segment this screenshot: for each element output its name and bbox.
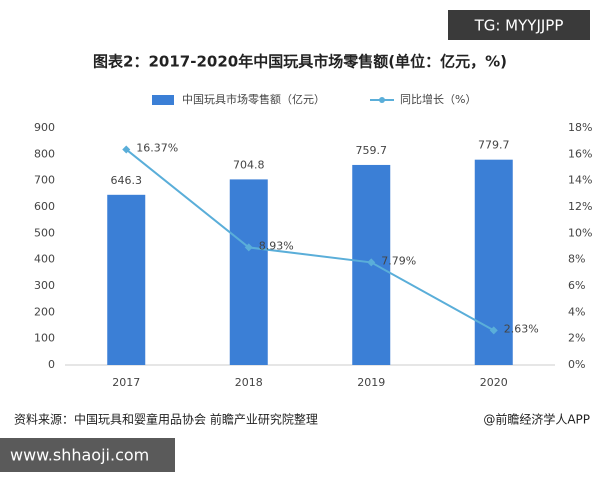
y-tick-label: 200 bbox=[34, 305, 55, 318]
y-tick-label: 700 bbox=[34, 174, 55, 187]
line-marker bbox=[367, 258, 376, 267]
y2-tick-label: 2% bbox=[568, 332, 585, 345]
y-tick-label: 300 bbox=[34, 279, 55, 292]
source: 资料来源：中国玩具和婴童用品协会 前瞻产业研究院整理 bbox=[14, 412, 318, 427]
x-tick-label: 2020 bbox=[480, 376, 508, 389]
y-tick-label: 900 bbox=[34, 121, 55, 134]
x-tick-label: 2017 bbox=[112, 376, 140, 389]
legend-label: 中国玩具市场零售额（亿元） bbox=[182, 92, 325, 106]
bar-value-label: 646.3 bbox=[111, 174, 143, 187]
y-tick-label: 0 bbox=[48, 358, 55, 371]
url-text: www.shhaoji.com bbox=[10, 446, 149, 465]
y2-tick-label: 4% bbox=[568, 305, 585, 318]
tag-box bbox=[448, 10, 590, 40]
bar bbox=[229, 179, 268, 365]
url-box bbox=[0, 438, 175, 472]
x-tick-label: 2018 bbox=[235, 376, 263, 389]
y-tick-label: 800 bbox=[34, 147, 55, 160]
line bbox=[125, 148, 495, 332]
line-value-label: 7.79% bbox=[381, 254, 416, 267]
y2-tick-label: 12% bbox=[568, 200, 592, 213]
line-marker bbox=[244, 243, 253, 252]
line-value-label: 16.37% bbox=[136, 141, 178, 154]
bar-value-label: 779.7 bbox=[478, 139, 510, 152]
line-marker bbox=[489, 326, 498, 335]
y2-tick-label: 14% bbox=[568, 174, 592, 187]
y2-tick-label: 6% bbox=[568, 279, 585, 292]
y-tick-label: 400 bbox=[34, 253, 55, 266]
tag-text: TG: MYYJJPP bbox=[474, 17, 564, 35]
legend-swatch bbox=[152, 95, 174, 105]
y2-tick-label: 8% bbox=[568, 253, 585, 266]
y2-tick-label: 10% bbox=[568, 226, 592, 239]
bar bbox=[107, 194, 146, 365]
line-marker bbox=[122, 145, 131, 154]
bar-value-label: 759.7 bbox=[356, 144, 388, 157]
legend-label: 同比增长（%） bbox=[400, 92, 476, 106]
line-value-label: 8.93% bbox=[259, 239, 294, 252]
x-tick-label: 2019 bbox=[357, 376, 385, 389]
y-tick-label: 600 bbox=[34, 200, 55, 213]
line-value-label: 2.63% bbox=[504, 322, 539, 335]
credit: @前瞻经济学人APP bbox=[483, 412, 590, 427]
bar-value-label: 704.8 bbox=[233, 158, 265, 171]
y-tick-label: 500 bbox=[34, 226, 55, 239]
y-tick-label: 100 bbox=[34, 332, 55, 345]
y2-tick-label: 16% bbox=[568, 147, 592, 160]
legend-swatch bbox=[379, 97, 385, 103]
y2-tick-label: 0% bbox=[568, 358, 585, 371]
chart-title: 图表2：2017-2020年中国玩具市场零售额(单位：亿元，%) bbox=[93, 53, 507, 71]
y2-tick-label: 18% bbox=[568, 121, 592, 134]
